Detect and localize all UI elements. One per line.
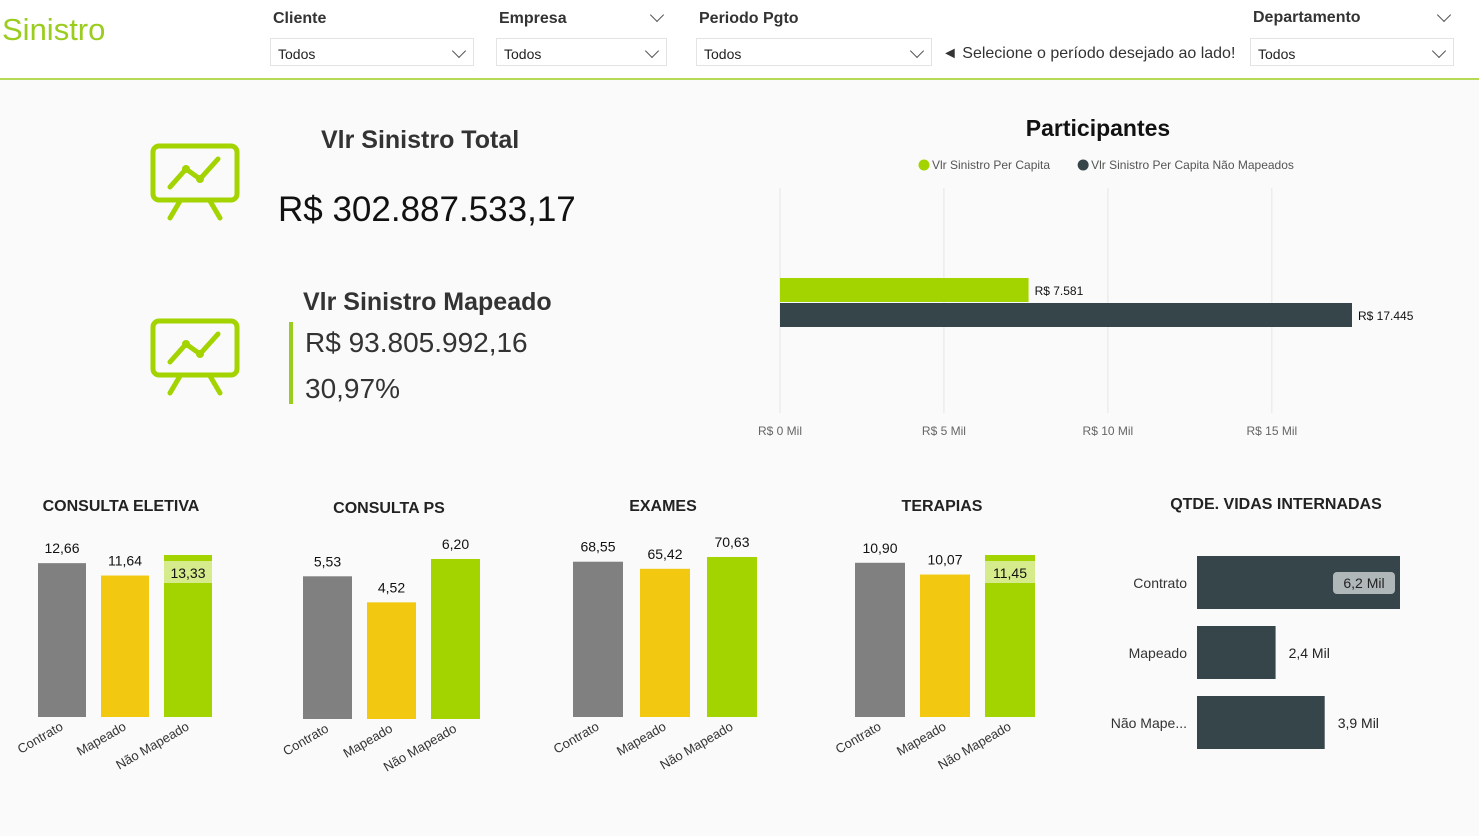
filter-bar: Sinistro Cliente Todos Empresa Todos Per… bbox=[0, 0, 1479, 80]
chevron-down-icon bbox=[644, 43, 660, 59]
chart-title: Participantes bbox=[1026, 115, 1170, 141]
x-tick-label: Não Mapeado bbox=[381, 721, 459, 775]
x-tick-label: Mapeado bbox=[894, 719, 948, 759]
consulta-eletiva-chart: CONSULTA ELETIVA 12,66 Contrato 11,64 Mapead… bbox=[15, 498, 212, 772]
y-tick-label: Não Mape... bbox=[1111, 715, 1187, 731]
chart-title: QTDE. VIDAS INTERNADAS bbox=[1170, 496, 1382, 513]
participantes-chart: Participantes Vlr Sinistro Per Capita Vlr … bbox=[758, 115, 1414, 438]
chart-title: CONSULTA ELETIVA bbox=[43, 498, 200, 515]
kpi-total-value: R$ 302.887.533,17 bbox=[278, 190, 576, 229]
data-label: 6,2 Mil bbox=[1343, 575, 1384, 591]
empresa-dropdown-value: Todos bbox=[504, 46, 542, 62]
chevron-down-icon[interactable] bbox=[649, 7, 665, 23]
presentation-chart-icon bbox=[150, 318, 240, 396]
x-tick-label: R$ 15 Mil bbox=[1246, 424, 1297, 438]
chevron-down-icon bbox=[451, 43, 467, 59]
chart-title: EXAMES bbox=[629, 498, 697, 515]
data-label: 3,9 Mil bbox=[1338, 715, 1379, 731]
x-tick-label: Mapeado bbox=[341, 721, 395, 761]
cliente-dropdown-value: Todos bbox=[278, 46, 316, 62]
x-tick-label: Contrato bbox=[551, 719, 602, 757]
bar bbox=[707, 557, 757, 717]
bar bbox=[573, 561, 623, 717]
presentation-chart-icon bbox=[150, 143, 240, 221]
bar bbox=[640, 568, 690, 717]
departamento-filter-label: Departamento bbox=[1253, 9, 1361, 26]
data-label: R$ 17.445 bbox=[1358, 309, 1414, 323]
data-label-highlight bbox=[985, 561, 1035, 583]
periodo-dropdown[interactable]: Todos bbox=[696, 38, 932, 66]
kpi-mapeado-title: Vlr Sinistro Mapeado bbox=[303, 288, 552, 316]
vidas-internadas-chart: QTDE. VIDAS INTERNADAS Contrato 6,2 Mil Map… bbox=[1111, 496, 1400, 749]
x-tick-label: Contrato bbox=[833, 719, 884, 757]
data-label: 10,90 bbox=[862, 540, 897, 556]
x-tick-label: Mapeado bbox=[614, 719, 668, 759]
x-tick-label: R$ 5 Mil bbox=[922, 424, 966, 438]
data-label: 11,45 bbox=[993, 565, 1027, 581]
bar bbox=[101, 575, 149, 717]
kpi-mapeado-value: R$ 93.805.992,16 bbox=[305, 327, 528, 358]
data-label: 70,63 bbox=[714, 534, 749, 550]
bar bbox=[303, 576, 352, 719]
x-tick-label: R$ 10 Mil bbox=[1083, 424, 1134, 438]
bar bbox=[780, 278, 1029, 302]
data-label: 10,07 bbox=[927, 552, 962, 568]
departamento-dropdown-value: Todos bbox=[1258, 46, 1296, 62]
legend-item: Vlr Sinistro Per Capita Não Mapeados bbox=[1091, 158, 1294, 172]
period-hint: ◄ Selecione o período desejado ao lado! bbox=[942, 45, 1236, 62]
empresa-dropdown[interactable]: Todos bbox=[496, 38, 667, 66]
x-tick-label: R$ 0 Mil bbox=[758, 424, 802, 438]
bar bbox=[855, 562, 905, 717]
cliente-filter-label: Cliente bbox=[273, 10, 327, 27]
data-label: 6,20 bbox=[442, 536, 469, 552]
consulta-ps-chart: CONSULTA PS 5,53 Contrato 4,52 Mapeado 6,20 Nã… bbox=[280, 500, 480, 775]
bar bbox=[920, 574, 970, 717]
kpi-total-title: Vlr Sinistro Total bbox=[321, 126, 520, 154]
periodo-dropdown-value: Todos bbox=[704, 46, 742, 62]
x-tick-label: Contrato bbox=[280, 721, 331, 759]
page-title: Sinistro bbox=[2, 12, 106, 47]
data-label-bg bbox=[1333, 572, 1395, 594]
legend-marker bbox=[1077, 159, 1089, 171]
bar bbox=[367, 602, 416, 719]
bar bbox=[1197, 696, 1325, 749]
data-label: 11,64 bbox=[108, 553, 142, 569]
kpi-accent-bar bbox=[289, 322, 293, 404]
chevron-down-icon bbox=[1431, 43, 1447, 59]
data-label: 65,42 bbox=[647, 546, 682, 562]
periodo-filter-label: Periodo Pgto bbox=[699, 10, 799, 27]
x-tick-label: Contrato bbox=[15, 719, 66, 757]
exames-chart: EXAMES 68,55 Contrato 65,42 Mapeado 70,63 Não … bbox=[551, 498, 757, 773]
legend-item: Vlr Sinistro Per Capita bbox=[932, 158, 1050, 172]
data-label: 5,53 bbox=[314, 553, 341, 569]
data-label-highlight bbox=[164, 561, 212, 583]
legend-marker bbox=[918, 159, 930, 171]
chart-title: CONSULTA PS bbox=[333, 500, 445, 517]
chevron-down-icon[interactable] bbox=[1436, 7, 1452, 23]
chart-title: TERAPIAS bbox=[902, 498, 983, 515]
bar bbox=[780, 303, 1352, 327]
y-tick-label: Contrato bbox=[1133, 575, 1187, 591]
bar bbox=[38, 563, 86, 717]
empresa-filter-label: Empresa bbox=[499, 10, 567, 27]
x-tick-label: Não Mapeado bbox=[657, 719, 735, 773]
terapias-chart: TERAPIAS 10,90 Contrato 10,07 Mapeado 11,45 Nã… bbox=[833, 498, 1035, 773]
y-tick-label: Mapeado bbox=[1129, 645, 1188, 661]
data-label: 2,4 Mil bbox=[1289, 645, 1330, 661]
departamento-dropdown[interactable]: Todos bbox=[1250, 38, 1454, 66]
bar bbox=[431, 559, 480, 719]
x-tick-label: Mapeado bbox=[74, 719, 128, 759]
x-tick-label: Não Mapeado bbox=[935, 719, 1013, 773]
cliente-dropdown[interactable]: Todos bbox=[270, 38, 474, 66]
bar bbox=[1197, 626, 1276, 679]
data-label: 4,52 bbox=[378, 579, 405, 595]
data-label: 12,66 bbox=[44, 540, 79, 556]
data-label: R$ 7.581 bbox=[1035, 284, 1084, 298]
data-label: 68,55 bbox=[580, 539, 615, 555]
kpi-mapeado-percent: 30,97% bbox=[305, 373, 400, 404]
data-label: 13,33 bbox=[170, 565, 205, 581]
chevron-down-icon bbox=[909, 43, 925, 59]
